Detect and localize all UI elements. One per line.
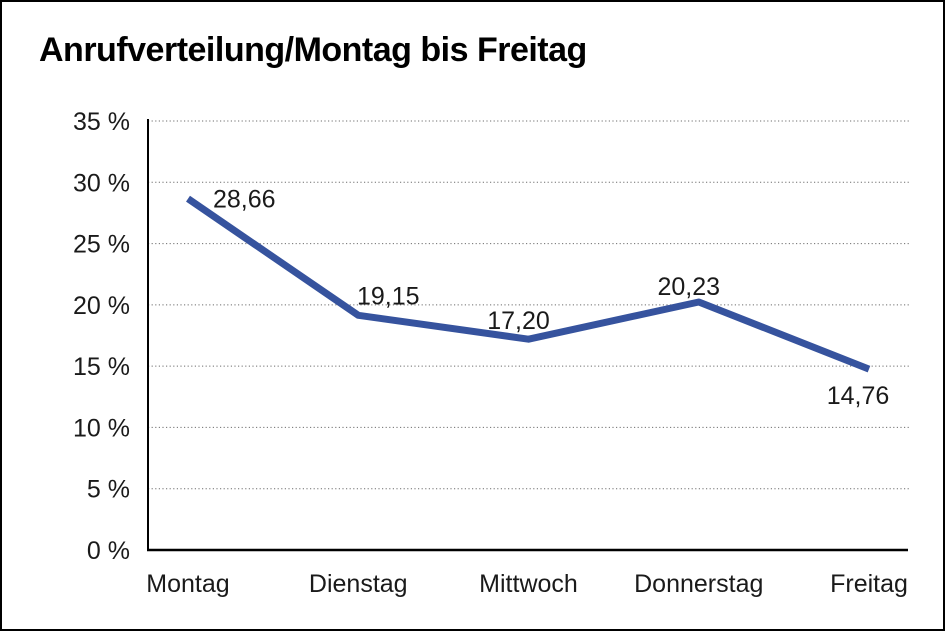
x-category-label: Montag bbox=[146, 570, 229, 598]
data-point-label: 19,15 bbox=[357, 282, 420, 310]
x-category-label: Mittwoch bbox=[479, 570, 578, 598]
data-point-label: 17,20 bbox=[487, 307, 550, 335]
data-point-label: 20,23 bbox=[657, 273, 720, 301]
y-tick-label: 35 % bbox=[73, 108, 130, 136]
x-category-label: Donnerstag bbox=[634, 570, 763, 598]
x-category-label: Freitag bbox=[830, 570, 908, 598]
data-point-label: 28,66 bbox=[213, 186, 276, 214]
y-tick-label: 0 % bbox=[87, 537, 130, 565]
data-series-line bbox=[186, 195, 871, 373]
chart-title: Anrufverteilung/Montag bis Freitag bbox=[39, 31, 587, 69]
y-tick-label: 15 % bbox=[73, 353, 130, 381]
data-point-label: 14,76 bbox=[827, 382, 890, 410]
y-tick-label: 25 % bbox=[73, 231, 130, 259]
x-category-label: Dienstag bbox=[309, 570, 408, 598]
y-tick-label: 30 % bbox=[73, 169, 130, 197]
y-tick-label: 5 % bbox=[87, 476, 130, 504]
y-tick-label: 20 % bbox=[73, 292, 130, 320]
y-tick-label: 10 % bbox=[73, 414, 130, 442]
